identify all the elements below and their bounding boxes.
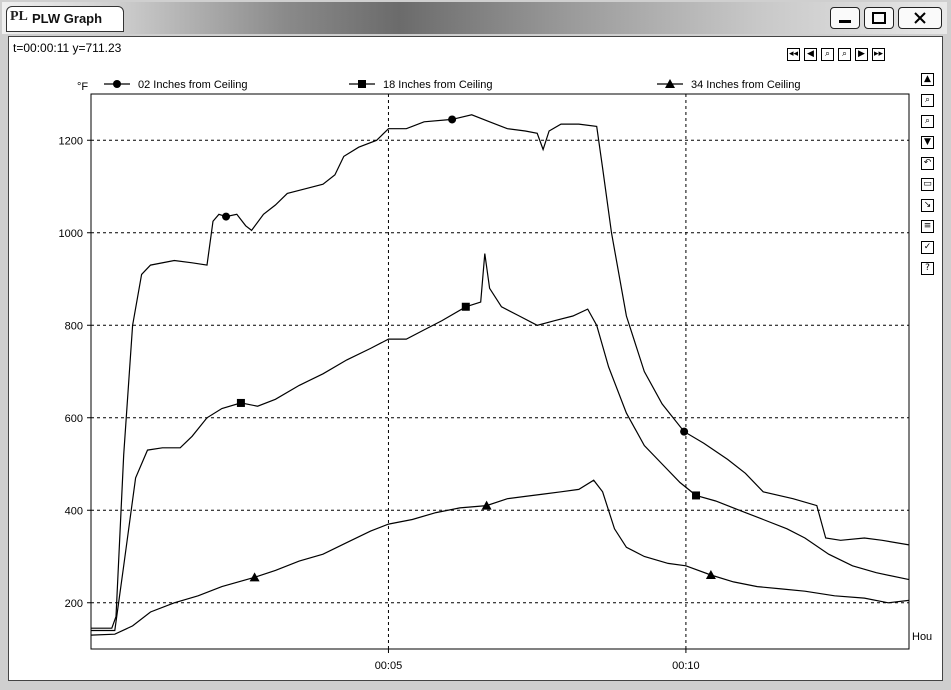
close-button[interactable] [898, 7, 942, 29]
legend-marker-triangle [665, 79, 675, 88]
x-tick-label: 00:05 [375, 660, 403, 672]
last-icon[interactable]: ▸▸ [872, 48, 885, 61]
series-line-1 [91, 114, 910, 629]
undo-icon[interactable]: ↶ [921, 157, 934, 170]
close-icon [914, 12, 926, 24]
legend-marker-circle [113, 80, 121, 88]
chart[interactable]: 200 400 600 800 1000 1200 00:05 00:10 02 Inche… [9, 37, 942, 680]
title-bar[interactable]: PL PLW Graph [2, 2, 947, 34]
zoom-in-icon[interactable]: ⌕ [821, 48, 834, 61]
legend: 02 Inches from Ceiling 18 Inches from Cei… [104, 79, 800, 91]
export-icon[interactable]: ↘ [921, 199, 934, 212]
legend-marker-square [358, 80, 366, 88]
y-axis-unit: °F [77, 81, 88, 93]
first-icon[interactable]: ◂◂ [787, 48, 800, 61]
title-tab [6, 6, 124, 32]
zoom-out-icon[interactable]: ⌕ [838, 48, 851, 61]
next-icon[interactable]: ▶ [855, 48, 868, 61]
y-tick-label: 800 [65, 320, 83, 332]
data-marker-square [461, 302, 470, 311]
y-tick-label: 400 [65, 505, 83, 517]
legend-label: 18 Inches from Ceiling [383, 79, 492, 91]
data-marker-circle [680, 427, 689, 436]
data-marker-triangle [249, 572, 260, 582]
data-marker-square [236, 398, 245, 407]
y-tick-label: 1200 [59, 135, 83, 147]
prev-icon[interactable]: ◀ [804, 48, 817, 61]
series-line-3 [90, 479, 910, 636]
zoom-out-icon[interactable]: ⌕ [921, 115, 934, 128]
zoom-in-icon[interactable]: ⌕ [921, 94, 934, 107]
y-tick-label: 200 [65, 598, 83, 610]
data-marker-circle [448, 115, 457, 124]
scroll-up-icon[interactable]: ▲ [921, 73, 934, 86]
series-line-2 [91, 253, 910, 632]
y-axis: 200 400 600 800 1000 1200 [59, 135, 91, 610]
legend-label: 02 Inches from Ceiling [138, 79, 247, 91]
x-tick-label: 00:10 [672, 660, 700, 672]
data-marker-square [692, 491, 701, 500]
graph-client-area: t=00:00:11 y=711.23 ◂◂ ◀ ⌕ ⌕ ▶ ▸▸ ▲ ⌕ ⌕ … [8, 36, 943, 681]
maximize-button[interactable] [864, 7, 894, 29]
scroll-down-icon[interactable]: ▼ [921, 136, 934, 149]
plot-area [90, 93, 910, 650]
check-icon[interactable]: ✓ [921, 241, 934, 254]
minimize-icon [839, 20, 851, 23]
data-marker-circle [222, 212, 231, 221]
minimize-button[interactable] [830, 7, 860, 29]
grid [91, 94, 909, 649]
maximize-icon [872, 12, 886, 24]
series-markers [222, 115, 716, 582]
y-tick-label: 1000 [59, 228, 83, 240]
y-tick-label: 600 [65, 413, 83, 425]
data-marker-triangle [481, 500, 492, 510]
window-icon[interactable]: ▭ [921, 178, 934, 191]
list-icon[interactable]: ≡ [921, 220, 934, 233]
cursor-readout: t=00:00:11 y=711.23 [13, 41, 122, 55]
legend-label: 34 Inches from Ceiling [691, 79, 800, 91]
x-axis-label: Hou [912, 631, 932, 643]
series-lines [90, 114, 910, 636]
app-icon: PL [10, 9, 28, 24]
window-title: PLW Graph [32, 11, 103, 26]
x-axis: 00:05 00:10 [375, 649, 700, 672]
help-icon[interactable]: ? [921, 262, 934, 275]
data-marker-triangle [705, 570, 716, 579]
